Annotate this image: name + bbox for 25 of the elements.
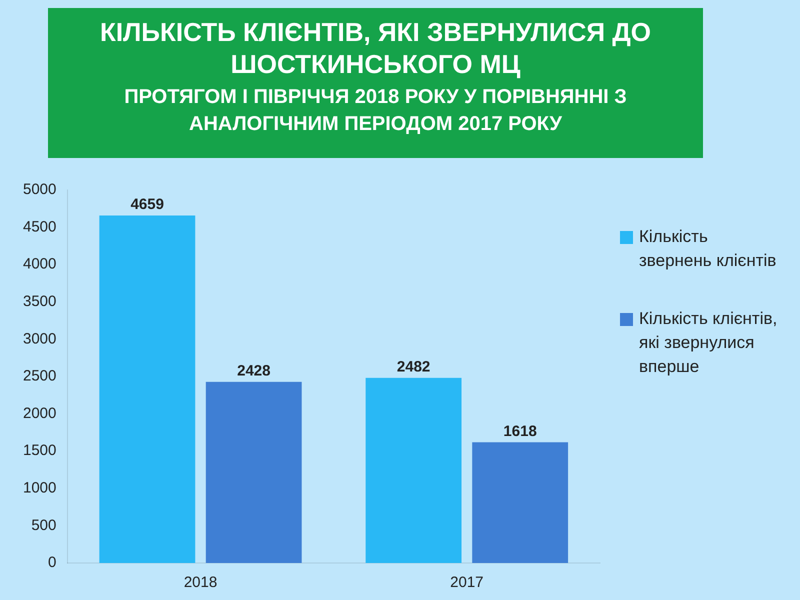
data-label: 1618 [503, 422, 537, 440]
legend-label: Кількість звернень клієнтів [639, 226, 778, 272]
data-label: 2428 [237, 362, 270, 380]
y-tick-label: 1000 [22, 480, 56, 497]
y-tick-label: 0 [48, 554, 56, 572]
y-tick-label: 2500 [22, 368, 56, 385]
chart-subtitle: ПРОТЯГОМ І ПІВРІЧЧЯ 2018 РОКУ У ПОРІВНЯННІ З АНАЛОГІЧНИМ ПЕРІОДОМ 2017 РОКУ [123, 85, 628, 137]
y-tick-label: 1500 [22, 442, 56, 460]
y-tick-label: 4500 [22, 218, 56, 236]
y-tick-label: 4000 [22, 256, 56, 273]
y-tick-label: 5000 [22, 181, 56, 198]
bar [366, 378, 462, 563]
y-tick-label: 500 [31, 516, 56, 534]
x-tick-label: 2017 [450, 574, 484, 592]
bar [99, 215, 196, 563]
bar [472, 442, 568, 563]
legend-label: Кількість клієнтів, які звернулися вперше [639, 308, 778, 378]
data-label: 2482 [396, 358, 430, 376]
y-tick-label: 3000 [22, 330, 56, 348]
y-tick-label: 2000 [22, 404, 56, 422]
data-label: 4659 [130, 196, 164, 214]
chart-title: КІЛЬКІСТЬ КЛІЄНТІВ, ЯКІ ЗВЕРНУЛИСЯ ДО ШОСТКИНСЬКОГО МЦ [98, 16, 652, 80]
bar [206, 382, 302, 563]
y-tick-label: 3500 [22, 293, 56, 310]
x-tick-label: 2018 [184, 574, 218, 592]
